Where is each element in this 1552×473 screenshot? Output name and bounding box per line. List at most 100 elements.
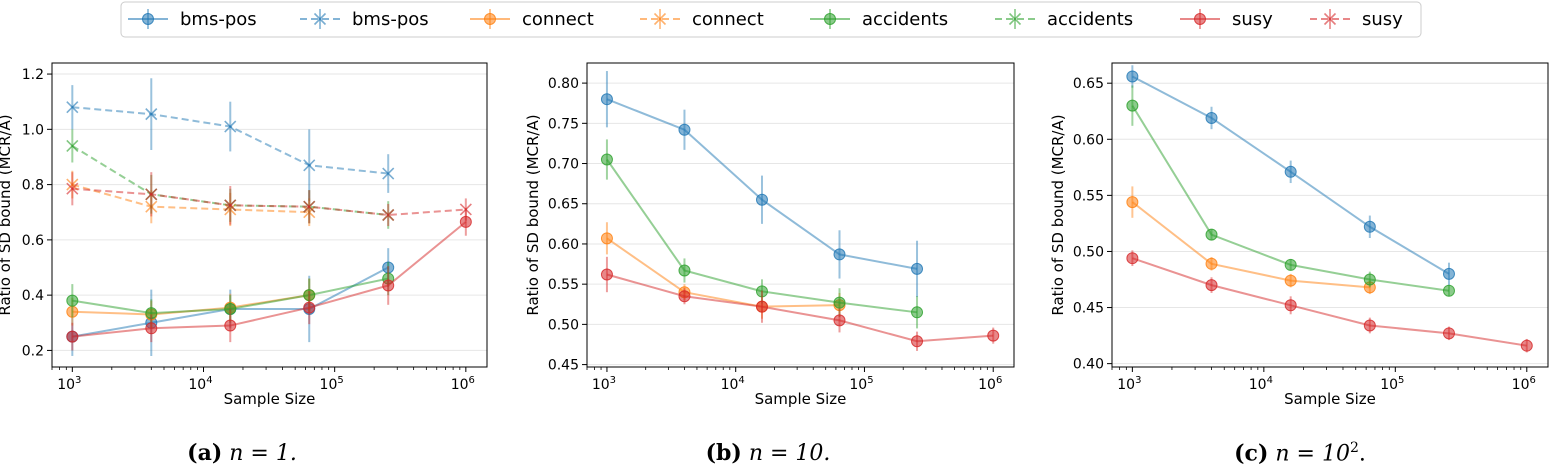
legend-marker [653, 12, 667, 26]
data-point [459, 203, 472, 216]
x-tick-label: 105 [1380, 375, 1404, 393]
data-point [145, 307, 158, 320]
data-point [303, 289, 316, 302]
legend-marker [1323, 12, 1337, 26]
series-line [1132, 257, 1527, 347]
legend-marker [1008, 12, 1022, 26]
legend-label: bms-pos [180, 9, 257, 30]
data-point [303, 159, 316, 172]
data-point [678, 123, 691, 136]
data-point [911, 335, 924, 348]
series-connect-solid [1126, 186, 1376, 295]
data-point [600, 93, 613, 106]
y-tick-label: 0.80 [548, 76, 579, 92]
legend-marker [1194, 13, 1206, 25]
series-connect-solid [66, 278, 316, 329]
plot-frame [586, 62, 1015, 368]
legend-marker [484, 13, 496, 25]
caption-a-tag: (a) [187, 440, 223, 466]
y-tick-label: 0.65 [1073, 76, 1104, 92]
chart-n1: 0.2 0.4 0.6 0.8 1.0 1.2 103 104 105 106 Sample Siz… [0, 62, 488, 408]
data-point [1205, 257, 1218, 270]
legend-entry: bms-pos [300, 9, 429, 30]
data-point [66, 139, 79, 152]
data-point [755, 285, 768, 298]
data-point [1442, 327, 1455, 340]
y-tick-label: 0.75 [548, 116, 579, 132]
caption-b-tag: (b) [705, 440, 742, 466]
data-point [382, 208, 395, 222]
legend-label: susy [1362, 9, 1403, 30]
data-point [1126, 99, 1139, 112]
series-bms-pos-solid [600, 71, 924, 298]
y-axis-label: Ratio of SD bound (MCR/A) [0, 114, 14, 315]
y-tick-label: 1.2 [22, 67, 44, 83]
y-tick-label: 0.70 [548, 157, 579, 173]
chart-n100: 0.40 0.45 0.50 0.55 0.60 0.65 103 104 105 106 Samp… [1049, 62, 1549, 408]
data-point [66, 182, 79, 195]
data-point [1284, 258, 1297, 271]
data-point [678, 264, 691, 277]
y-tick-label: 0.8 [22, 178, 44, 194]
data-point [911, 262, 924, 275]
y-tick-label: 0.60 [548, 237, 579, 253]
legend-label: susy [1232, 9, 1273, 30]
data-point [459, 215, 472, 228]
legend-label: bms-pos [352, 9, 429, 30]
y-tick-label: 0.4 [22, 288, 44, 304]
x-tick-label: 103 [57, 375, 81, 393]
chart-n10: 0.45 0.50 0.55 0.60 0.65 0.70 0.75 0.80 103 104 10… [524, 62, 1015, 408]
data-point [1442, 267, 1455, 280]
legend-entry: susy [1310, 9, 1403, 30]
caption-c: (c) n = 102. [1234, 440, 1366, 466]
series-line [72, 221, 467, 338]
data-point [833, 248, 846, 261]
data-point [1126, 252, 1139, 265]
y-tick-label: 0.60 [1073, 132, 1104, 148]
data-point [1442, 284, 1455, 297]
data-point [145, 108, 158, 121]
y-tick-label: 0.2 [22, 343, 44, 359]
legend-entry: susy [1180, 9, 1273, 30]
y-axis-label: Ratio of SD bound (MCR/A) [1049, 114, 1067, 315]
series-bms-pos-solid [1126, 65, 1455, 286]
x-tick-label: 106 [451, 375, 475, 393]
series-line [1131, 201, 1370, 289]
data-point [1284, 299, 1297, 312]
legend-entry: accidents [995, 9, 1133, 30]
y-tick-label: 0.6 [22, 233, 44, 249]
data-point [303, 206, 316, 219]
data-point [66, 101, 79, 114]
x-axis-label: Sample Size [224, 390, 316, 408]
data-point [1363, 319, 1376, 332]
data-point [987, 329, 1000, 342]
series-accidents-solid [600, 139, 924, 329]
legend: bms-pos bms-pos connect connect accidents acc… [120, 1, 1422, 38]
caption-a-eq: n = 1. [229, 441, 297, 466]
caption-c-eq: n = 10 [1275, 441, 1350, 467]
data-point [1363, 273, 1376, 286]
data-point [303, 301, 316, 314]
y-tick-label: 1.0 [22, 122, 44, 138]
legend-label: accidents [1047, 9, 1133, 30]
y-tick-label: 0.40 [1073, 357, 1104, 373]
x-tick-label: 105 [320, 375, 344, 393]
caption-b: (b) n = 10. [706, 440, 831, 466]
data-point [1205, 228, 1218, 241]
legend-entry: connect [640, 9, 764, 30]
data-point [224, 302, 237, 315]
series-susy-dashed [66, 172, 472, 227]
series-connect-dashed [66, 170, 316, 227]
data-point [755, 193, 768, 206]
caption-c-sup: 2 [1349, 440, 1359, 456]
caption-c-tag: (c) [1234, 440, 1269, 467]
series-susy-solid [1126, 250, 1533, 353]
series-line [606, 237, 840, 308]
y-tick-label: 0.55 [1073, 188, 1104, 204]
data-point [600, 153, 613, 166]
x-tick-label: 106 [978, 375, 1002, 393]
x-axis-label: Sample Size [1284, 390, 1376, 408]
data-point [145, 322, 158, 335]
legend-label: accidents [862, 9, 948, 30]
y-tick-label: 0.50 [548, 317, 579, 333]
